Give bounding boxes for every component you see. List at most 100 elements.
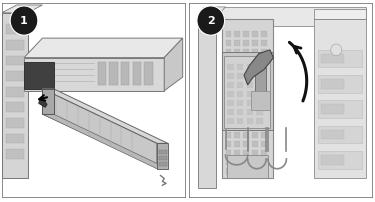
Bar — [225, 159, 231, 165]
Bar — [252, 58, 258, 65]
Bar — [6, 118, 24, 128]
Bar — [227, 91, 234, 97]
Bar — [261, 123, 267, 129]
Bar — [243, 40, 249, 46]
Bar — [110, 61, 118, 85]
Bar — [252, 150, 258, 156]
Polygon shape — [314, 9, 366, 19]
Bar — [225, 104, 231, 110]
Bar — [246, 64, 253, 70]
Bar — [203, 7, 366, 26]
Bar — [98, 61, 106, 85]
Bar — [318, 101, 362, 118]
Bar — [256, 64, 262, 70]
Bar — [321, 104, 344, 114]
Bar — [225, 77, 231, 83]
Bar — [252, 104, 258, 110]
Bar — [246, 109, 253, 115]
Bar — [243, 86, 249, 92]
Bar — [133, 61, 141, 85]
Bar — [237, 91, 243, 97]
Bar — [222, 52, 273, 130]
Bar — [243, 141, 249, 147]
Bar — [225, 86, 231, 92]
Polygon shape — [157, 143, 168, 169]
Bar — [234, 77, 240, 83]
Bar — [6, 56, 24, 65]
Bar — [261, 40, 267, 46]
Bar — [255, 67, 266, 97]
Bar — [321, 54, 344, 63]
Bar — [261, 49, 267, 56]
Bar — [246, 91, 253, 97]
Bar — [234, 49, 240, 56]
Bar — [6, 24, 24, 34]
Bar — [225, 58, 231, 65]
Bar — [252, 113, 258, 120]
Bar — [6, 102, 24, 112]
Polygon shape — [164, 38, 183, 91]
Bar — [256, 82, 262, 88]
Polygon shape — [2, 5, 42, 13]
Bar — [121, 61, 129, 85]
Polygon shape — [2, 13, 28, 179]
Bar — [252, 132, 258, 138]
Bar — [234, 159, 240, 165]
Bar — [246, 73, 253, 79]
Bar — [318, 50, 362, 67]
Bar — [243, 77, 249, 83]
Bar — [252, 77, 258, 83]
Bar — [243, 168, 249, 175]
Bar — [225, 123, 231, 129]
Bar — [246, 100, 253, 106]
Bar — [6, 71, 24, 81]
Bar — [159, 150, 167, 154]
Bar — [261, 95, 267, 101]
Bar — [243, 67, 249, 74]
Bar — [256, 91, 262, 97]
Bar — [261, 159, 267, 165]
Bar — [225, 141, 231, 147]
Bar — [159, 156, 167, 160]
Bar — [261, 58, 267, 65]
Bar — [227, 155, 268, 179]
Bar — [261, 150, 267, 156]
Circle shape — [197, 6, 225, 35]
Text: 2: 2 — [207, 16, 214, 26]
Bar — [144, 61, 153, 85]
Bar — [225, 113, 231, 120]
Bar — [256, 100, 262, 106]
Bar — [252, 95, 258, 101]
Bar — [256, 118, 262, 124]
Bar — [261, 141, 267, 147]
Bar — [252, 123, 258, 129]
Bar — [234, 168, 240, 175]
Bar — [252, 49, 258, 56]
Bar — [237, 109, 243, 115]
Polygon shape — [198, 7, 225, 17]
Bar — [261, 113, 267, 120]
Bar — [246, 82, 253, 88]
Bar — [234, 67, 240, 74]
Bar — [252, 86, 258, 92]
Bar — [234, 58, 240, 65]
Polygon shape — [42, 114, 168, 169]
Bar — [243, 95, 249, 101]
Bar — [234, 95, 240, 101]
Bar — [6, 40, 24, 50]
Bar — [261, 104, 267, 110]
Bar — [318, 75, 362, 93]
Bar — [243, 150, 249, 156]
Bar — [234, 31, 240, 37]
Bar — [225, 49, 231, 56]
Bar — [234, 141, 240, 147]
Bar — [6, 149, 24, 159]
Bar — [198, 17, 216, 188]
Bar — [225, 40, 231, 46]
Polygon shape — [39, 100, 47, 107]
Bar — [6, 87, 24, 97]
Bar — [321, 130, 344, 139]
Bar — [237, 100, 243, 106]
Bar — [225, 132, 231, 138]
Bar — [243, 104, 249, 110]
